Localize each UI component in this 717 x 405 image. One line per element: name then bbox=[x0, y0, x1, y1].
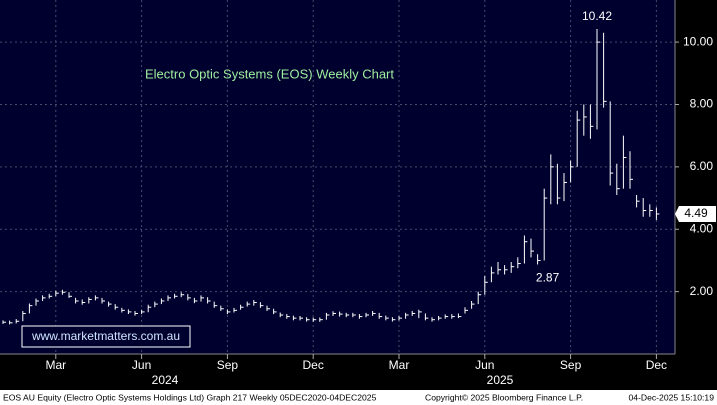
footer-middle: Copyright© 2025 Bloomberg Finance L.P. bbox=[425, 392, 583, 402]
footer-left: EOS AU Equity (Electro Optic Systems Hol… bbox=[3, 392, 377, 402]
last-price-label: 4.49 bbox=[684, 206, 708, 220]
x-tick-label: Dec bbox=[646, 358, 667, 372]
y-tick-label: 6.00 bbox=[690, 159, 714, 173]
x-group-label: 2025 bbox=[487, 373, 514, 387]
x-tick-label: Mar bbox=[389, 358, 410, 372]
footer-bar bbox=[0, 390, 717, 405]
footer-right: 04-Dec-2025 15:10:19 bbox=[628, 392, 714, 402]
annotation: 2.87 bbox=[536, 271, 560, 285]
x-tick-label: Sep bbox=[560, 358, 582, 372]
y-tick-label: 2.00 bbox=[690, 284, 714, 298]
x-tick-label: Dec bbox=[303, 358, 324, 372]
annotation: 10.42 bbox=[582, 9, 612, 23]
x-tick-label: Jun bbox=[132, 358, 151, 372]
y-tick-label: 10.00 bbox=[683, 34, 713, 48]
x-tick-label: Sep bbox=[217, 358, 239, 372]
y-tick-label: 8.00 bbox=[690, 97, 714, 111]
x-tick-label: Mar bbox=[45, 358, 66, 372]
watermark: www.marketmatters.com.au bbox=[31, 329, 180, 343]
x-group-label: 2024 bbox=[152, 373, 179, 387]
last-price-box bbox=[675, 205, 716, 222]
plot-area bbox=[0, 0, 675, 354]
watermark-box bbox=[21, 325, 191, 348]
chart-title: Electro Optic Systems (EOS) Weekly Chart bbox=[145, 66, 394, 81]
x-tick-label: Jun bbox=[475, 358, 494, 372]
y-tick-label: 4.00 bbox=[690, 221, 714, 235]
